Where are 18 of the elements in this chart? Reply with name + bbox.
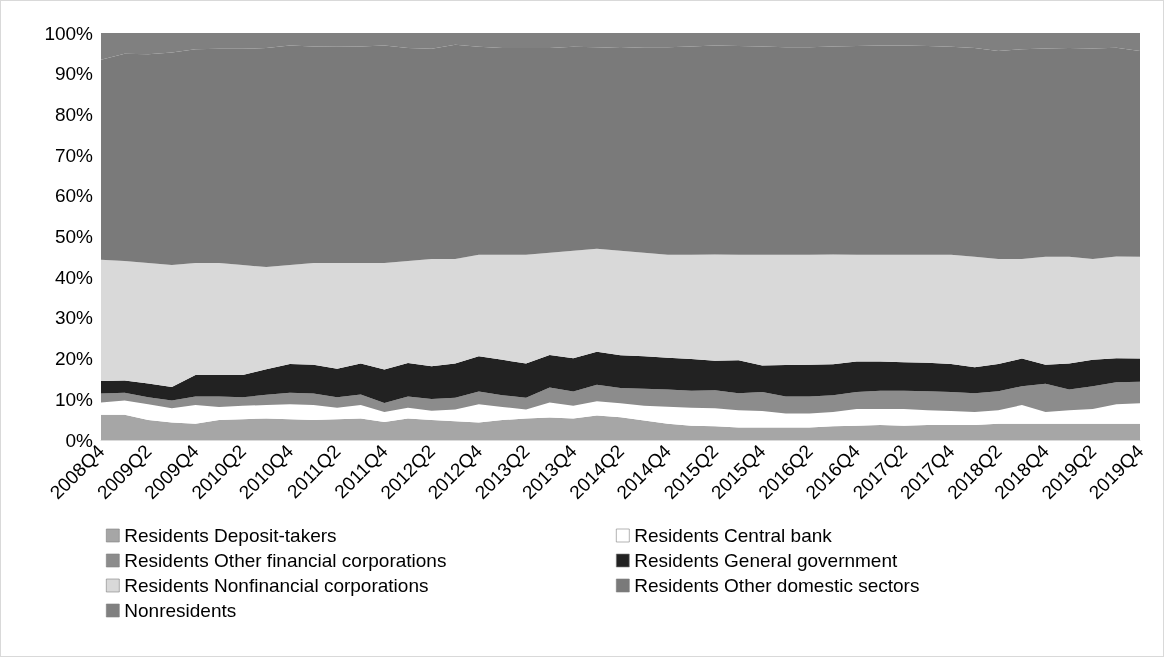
y-tick-label: 40% [54,266,94,288]
y-tick-label: 50% [54,226,94,247]
legend-label: Residents Central bank [634,525,833,546]
y-tick-label: 10% [54,388,94,410]
legend-label: Residents Other domestic sectors [634,575,920,596]
y-tick-label: 30% [54,307,94,329]
y-tick-label: 20% [54,348,94,370]
legend-label: Residents Other financial corporations [124,550,447,571]
legend-label: Residents Deposit-takers [124,525,337,546]
legend-label: Nonresidents [124,600,237,621]
legend-label: Residents General government [634,550,898,571]
y-tick-label: 0% [65,429,94,451]
y-tick-label: 70% [54,144,94,166]
y-tick-label: 100% [44,22,94,44]
y-tick-label: 80% [54,103,94,125]
y-tick-label: 60% [54,185,94,207]
y-tick-label: 90% [54,63,94,85]
legend-label: Residents Nonfinancial corporations [124,575,429,596]
